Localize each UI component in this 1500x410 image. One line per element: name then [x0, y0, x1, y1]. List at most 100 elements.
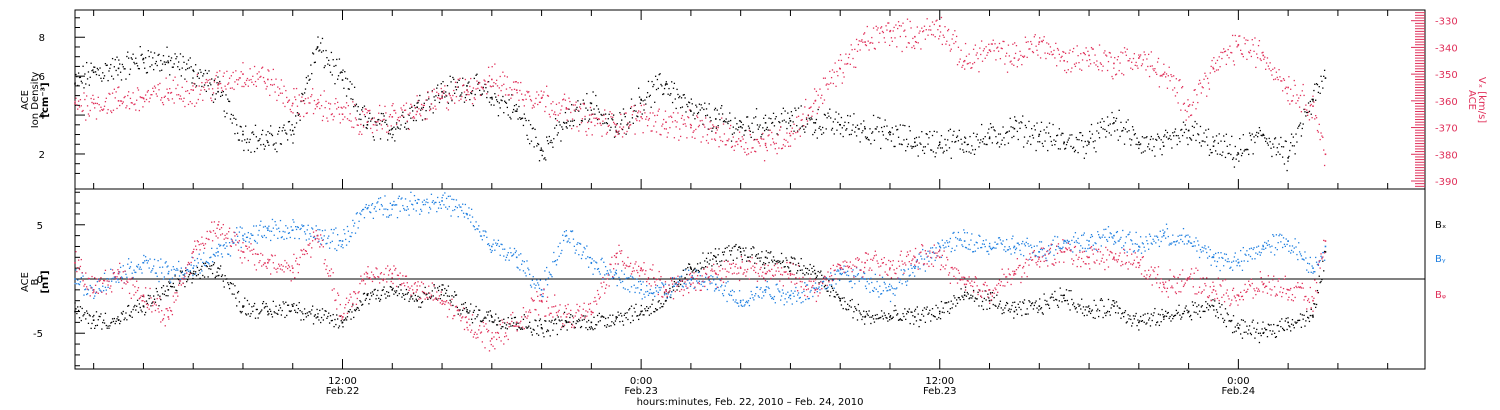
velocity-point [1095, 64, 1097, 66]
bx-point [613, 323, 616, 326]
bx-point [211, 265, 213, 267]
velocity-point [922, 31, 924, 33]
bx-point [316, 316, 319, 318]
by-point [286, 237, 288, 240]
density-point [372, 136, 375, 138]
density-point [1223, 140, 1226, 143]
velocity-point [130, 102, 132, 104]
velocity-point [400, 107, 402, 109]
density-point [1155, 138, 1157, 141]
velocity-point [1059, 60, 1061, 62]
bx-point [1099, 299, 1102, 301]
bx-point [241, 310, 243, 313]
bx-point [715, 260, 718, 262]
bx-point [109, 325, 111, 327]
velocity-point [985, 46, 987, 48]
velocity-point [1100, 63, 1102, 65]
velocity-point [182, 100, 184, 103]
bx-point [139, 306, 141, 309]
density-point [759, 124, 761, 126]
density-point [941, 147, 943, 149]
by-point [190, 264, 192, 266]
velocity-point [96, 102, 99, 105]
density-point [291, 124, 293, 126]
density-point [1039, 141, 1041, 143]
velocity-point [801, 119, 803, 121]
velocity-point [1262, 51, 1264, 54]
bx-point [379, 298, 382, 301]
density-point [311, 72, 313, 75]
velocity-point [1035, 45, 1037, 47]
bx-point [1100, 298, 1102, 300]
by-point [325, 243, 327, 245]
velocity-point [645, 118, 647, 120]
by-point [1162, 234, 1165, 237]
by-point [113, 276, 116, 278]
velocity-point [1265, 68, 1267, 70]
velocity-point [756, 138, 759, 141]
velocity-point [144, 94, 147, 96]
density-point [326, 56, 328, 59]
density-point [1159, 148, 1161, 150]
density-point [852, 124, 854, 126]
density-point [1009, 117, 1011, 120]
velocity-point [1250, 55, 1253, 58]
density-point [271, 134, 274, 137]
velocity-point [750, 151, 752, 153]
density-point [461, 92, 463, 94]
velocity-point [421, 108, 424, 111]
velocity-point [218, 82, 220, 84]
bx-point [692, 269, 694, 272]
bx-point [494, 319, 496, 321]
by-point [236, 227, 238, 229]
by-point [373, 208, 375, 210]
density-point [155, 60, 157, 63]
velocity-point [994, 43, 996, 45]
velocity-point [268, 70, 270, 72]
bx-point [1236, 324, 1238, 326]
velocity-point [120, 100, 123, 102]
density-point [792, 121, 794, 123]
velocity-point [170, 91, 173, 94]
velocity-point [90, 97, 92, 100]
velocity-point [217, 84, 219, 86]
density-point [225, 94, 227, 96]
velocity-point [420, 103, 423, 106]
density-point [219, 95, 222, 98]
velocity-point [1145, 69, 1147, 71]
by-point [94, 292, 97, 294]
density-point [410, 117, 412, 119]
density-point [771, 121, 774, 124]
density-point [194, 83, 196, 85]
velocity-point [889, 29, 892, 32]
bx-point [1301, 314, 1303, 316]
density-point [897, 128, 899, 131]
velocity-point [1056, 47, 1059, 50]
velocity-point [637, 112, 639, 114]
velocity-tick-label: -360 [1435, 97, 1458, 108]
velocity-point [1128, 60, 1130, 62]
bx-point [822, 277, 825, 279]
density-point [650, 106, 652, 108]
bx-point [896, 314, 898, 316]
bx-point [1212, 305, 1215, 307]
by-point [303, 225, 305, 227]
velocity-point [269, 94, 271, 97]
velocity-point [898, 24, 901, 27]
velocity-point [835, 85, 837, 87]
density-point [1315, 83, 1318, 85]
bx-point [1118, 307, 1120, 309]
velocity-point [607, 125, 609, 128]
density-point [464, 96, 467, 99]
velocity-point [1222, 51, 1224, 54]
density-point [1151, 149, 1153, 152]
velocity-point [502, 71, 504, 73]
density-point [77, 84, 79, 87]
velocity-point [332, 119, 334, 121]
density-point [572, 125, 575, 127]
bx-point [1227, 313, 1229, 316]
velocity-point [937, 29, 939, 31]
velocity-point [344, 116, 346, 118]
velocity-point [433, 88, 435, 90]
density-point [1112, 123, 1114, 125]
